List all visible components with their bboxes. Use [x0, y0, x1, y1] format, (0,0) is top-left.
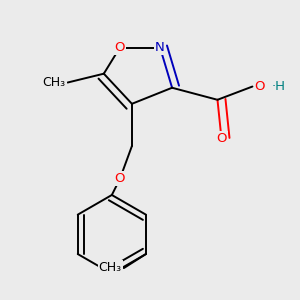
Text: O: O — [216, 132, 227, 145]
Text: CH₃: CH₃ — [43, 76, 66, 89]
Text: O: O — [254, 80, 265, 93]
Text: N: N — [155, 41, 165, 54]
Text: ·H: ·H — [272, 80, 286, 93]
Text: O: O — [115, 172, 125, 185]
Text: O: O — [115, 41, 125, 54]
Text: CH₃: CH₃ — [99, 261, 122, 274]
